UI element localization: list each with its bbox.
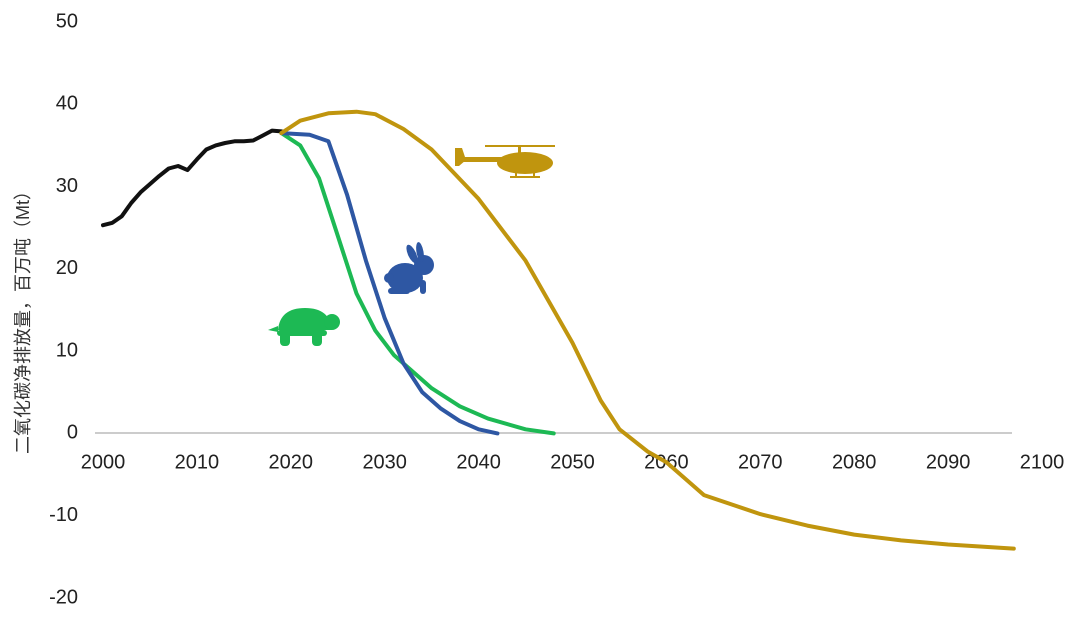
series-line bbox=[279, 109, 1016, 551]
y-tick-label: 40 bbox=[56, 93, 78, 115]
y-tick-label: -10 bbox=[49, 504, 78, 526]
y-tick-label: 10 bbox=[56, 339, 78, 361]
x-tick-label: 2050 bbox=[550, 452, 595, 474]
x-tick-label: 2030 bbox=[362, 452, 407, 474]
series-line bbox=[279, 131, 500, 436]
series-line bbox=[279, 131, 556, 436]
y-tick-label: 0 bbox=[67, 422, 78, 444]
y-tick-label: -20 bbox=[49, 586, 78, 608]
y-tick-label: 30 bbox=[56, 175, 78, 197]
x-tick-label: 2100 bbox=[1020, 452, 1065, 474]
x-tick-label: 2040 bbox=[456, 452, 501, 474]
y-axis-label: 二氧化碳净排放量，百万吨（Mt） bbox=[13, 182, 33, 454]
x-tick-label: 2070 bbox=[738, 452, 783, 474]
turtle-icon bbox=[268, 308, 340, 346]
series-line bbox=[101, 128, 284, 228]
x-tick-label: 2090 bbox=[926, 452, 971, 474]
helicopter-icon bbox=[455, 145, 555, 178]
x-tick-label: 2020 bbox=[269, 452, 314, 474]
rabbit-icon bbox=[384, 242, 434, 294]
y-tick-label: 20 bbox=[56, 257, 78, 279]
x-tick-label: 2080 bbox=[832, 452, 877, 474]
x-tick-label: 2000 bbox=[81, 452, 126, 474]
y-tick-label: 50 bbox=[56, 10, 78, 32]
x-tick-label: 2010 bbox=[175, 452, 220, 474]
